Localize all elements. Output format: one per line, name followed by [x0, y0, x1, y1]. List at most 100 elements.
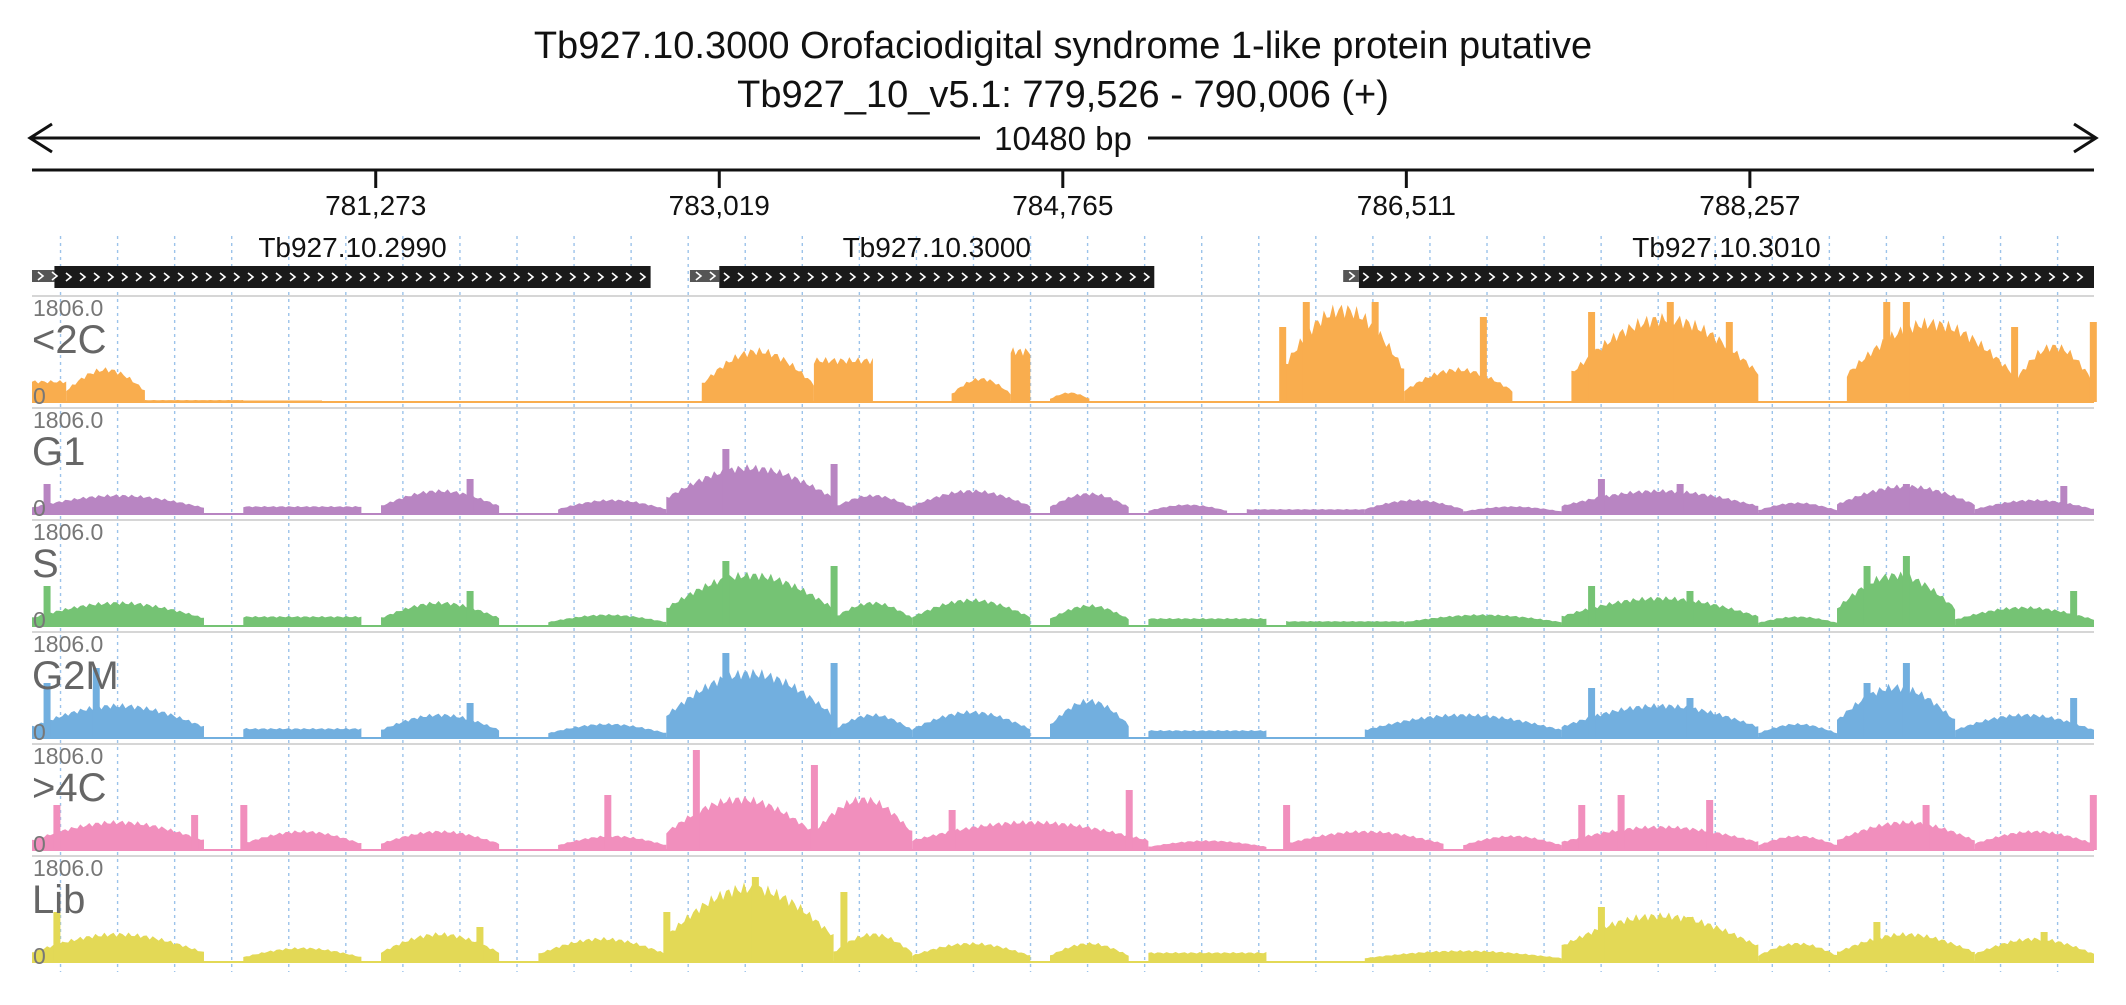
strand-arrow-icon	[373, 272, 381, 282]
coverage-segment	[1246, 509, 1365, 514]
strand-arrow-icon	[121, 272, 129, 282]
strand-arrow-icon	[723, 272, 731, 282]
coverage-segment	[66, 367, 145, 402]
coverage-segment	[1050, 492, 1129, 514]
strand-arrows	[1348, 271, 2084, 282]
coverage-spike	[751, 877, 759, 962]
strand-arrow-icon	[625, 272, 633, 282]
coverage-segment	[1955, 713, 2094, 738]
coverage-segment	[1148, 952, 1267, 962]
coverage-spike	[1902, 556, 1910, 626]
strand-arrow-icon	[1656, 272, 1664, 282]
gene-Tb927.10.3000: Tb927.10.3000	[689, 232, 1155, 288]
track-ymin-label: 0	[33, 495, 46, 521]
strand-arrow-icon	[107, 272, 115, 282]
strand-arrow-icon	[905, 272, 913, 282]
strand-arrow-icon	[1628, 272, 1636, 282]
coverage-spike	[1676, 484, 1684, 514]
coverage-spike	[2089, 322, 2097, 402]
strand-arrow-icon	[1712, 272, 1720, 282]
strand-arrow-icon	[793, 272, 801, 282]
coverage-segment	[381, 830, 500, 850]
strand-arrow-icon	[1059, 272, 1067, 282]
coverage-spike	[43, 586, 51, 626]
coverage-segment	[1050, 942, 1129, 962]
coverage-spike	[1597, 907, 1605, 962]
strand-arrow-icon	[2034, 272, 2042, 282]
coverage-segment	[666, 464, 834, 514]
coverage-segment	[558, 835, 667, 850]
strand-arrow-icon	[1852, 272, 1860, 282]
coverage-segment	[912, 820, 1149, 850]
strand-arrow-icon	[1978, 272, 1986, 282]
strand-arrow-icon	[1558, 272, 1566, 282]
strand-arrow-icon	[1964, 272, 1972, 282]
strand-arrow-icon	[135, 272, 143, 282]
strand-arrow-icon	[205, 272, 213, 282]
coverage-segment	[1561, 825, 1759, 850]
coverage-segment	[1404, 614, 1562, 626]
scale-bar: 10480 bp	[27, 120, 2099, 157]
x-tick-label: 786,511	[1357, 190, 1456, 221]
strand-arrow-icon	[611, 272, 619, 282]
coverage-spike	[692, 750, 700, 850]
strand-arrow-icon	[1824, 272, 1832, 282]
track-ymax-label: 1806.0	[33, 407, 103, 433]
coverage-spike	[1279, 327, 1287, 402]
coverage-segment	[538, 937, 667, 962]
x-tick-label: 784,765	[1012, 190, 1113, 221]
coverage-spike	[1588, 586, 1596, 626]
strand-arrow-icon	[695, 271, 703, 281]
coverage-segment	[912, 489, 1031, 514]
strand-arrow-icon	[1768, 272, 1776, 282]
coverage-spike	[1686, 917, 1694, 962]
coverage-spike	[2070, 698, 2078, 738]
gene-Tb927.10.2990: Tb927.10.2990	[32, 232, 651, 288]
coverage-segment	[1286, 830, 1444, 850]
track-ymax-label: 1806.0	[33, 855, 103, 881]
strand-arrow-icon	[1073, 272, 1081, 282]
coverage-spike	[948, 810, 956, 850]
strand-arrow-icon	[1698, 272, 1706, 282]
strand-arrow-icon	[1544, 272, 1552, 282]
coverage-spike	[1873, 922, 1881, 962]
strand-arrow-icon	[1810, 272, 1818, 282]
coverage-segment	[1561, 596, 1759, 626]
coverage-segment	[833, 932, 913, 962]
strand-arrow-icon	[359, 272, 367, 282]
coverage-segment	[1561, 912, 1759, 962]
strand-arrow-icon	[163, 272, 171, 282]
strand-arrow-icon	[947, 272, 955, 282]
strand-arrow-icon	[387, 272, 395, 282]
track-2: 1806.0S 0	[32, 519, 2094, 633]
coverage-segment	[32, 601, 204, 626]
strand-arrow-icon	[1115, 272, 1123, 282]
strand-arrow-icon	[737, 272, 745, 282]
coverage-segment	[1758, 835, 1838, 850]
coverage-segment	[1974, 499, 2094, 514]
strand-arrow-icon	[1362, 272, 1370, 282]
coverage-segment	[1837, 571, 1956, 626]
coverage-spike	[1902, 302, 1910, 402]
scale-bar-length-label: 10480 bp	[994, 120, 1132, 157]
coverage-spike	[92, 668, 100, 738]
coverage-segment	[1364, 499, 1464, 514]
gene-Tb927.10.3010: Tb927.10.3010	[1343, 232, 2094, 288]
strand-arrow-icon	[1796, 272, 1804, 282]
strand-arrow-icon	[765, 272, 773, 282]
track-ymin-label: 0	[33, 719, 46, 745]
strand-arrow-icon	[429, 272, 437, 282]
strand-arrows	[695, 271, 1151, 282]
coverage-segment	[666, 882, 834, 962]
strand-arrow-icon	[177, 272, 185, 282]
coverage-segment	[1463, 835, 1562, 850]
x-tick-label: 783,019	[669, 190, 770, 221]
strand-arrow-icon	[1838, 272, 1846, 282]
track-ymax-label: 1806.0	[33, 743, 103, 769]
strand-arrow-icon	[1950, 272, 1958, 282]
strand-arrow-icon	[1670, 272, 1678, 282]
coverage-spike	[1578, 805, 1586, 850]
strand-arrow-icon	[513, 272, 521, 282]
